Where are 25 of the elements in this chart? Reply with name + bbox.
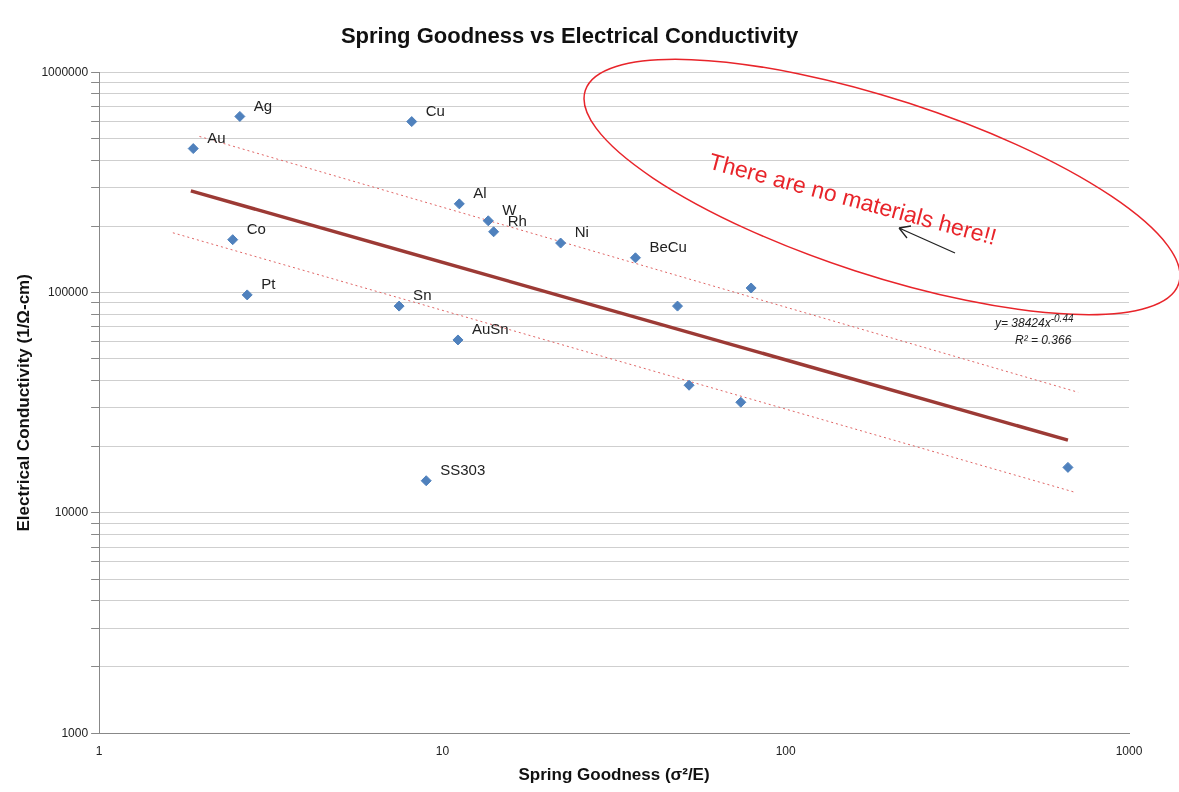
x-tick-label: 10 xyxy=(435,743,450,758)
annotation: AuSn xyxy=(471,320,509,338)
annotation: BeCu xyxy=(649,237,687,255)
y-tick-label: 1000000 xyxy=(41,64,89,79)
annotation: SS303 xyxy=(440,460,486,478)
annotation: Sn xyxy=(413,286,432,304)
x-tick-label: 1 xyxy=(95,743,103,758)
y-axis-title: Electrical Conductivity (1/Ω-cm) xyxy=(13,274,33,532)
annotation: Pt xyxy=(261,275,277,293)
x-tick-label: 1000 xyxy=(1115,743,1143,758)
y-tick-label: 10000 xyxy=(54,505,89,520)
chart-title: Spring Goodness vs Electrical Conductivity xyxy=(340,23,799,49)
y-tick-label: 100000 xyxy=(48,284,89,299)
annotation: Ag xyxy=(253,96,273,114)
annotation: y= 38424x$^{-0.44}$ xyxy=(995,313,1074,330)
annotation: Co xyxy=(246,219,266,237)
y-tick-label: 1000 xyxy=(61,725,89,740)
x-tick-label: 100 xyxy=(775,743,797,758)
annotation: Al xyxy=(473,184,487,202)
x-axis-title: Spring Goodness (σ²/E) xyxy=(518,765,710,785)
annotation: There are no materials here!! xyxy=(706,148,1000,251)
annotation: Ni xyxy=(574,223,589,241)
annotation: Cu xyxy=(425,101,445,119)
annotation: Au xyxy=(207,128,226,146)
annotation: R² = 0.366 xyxy=(1015,333,1072,347)
